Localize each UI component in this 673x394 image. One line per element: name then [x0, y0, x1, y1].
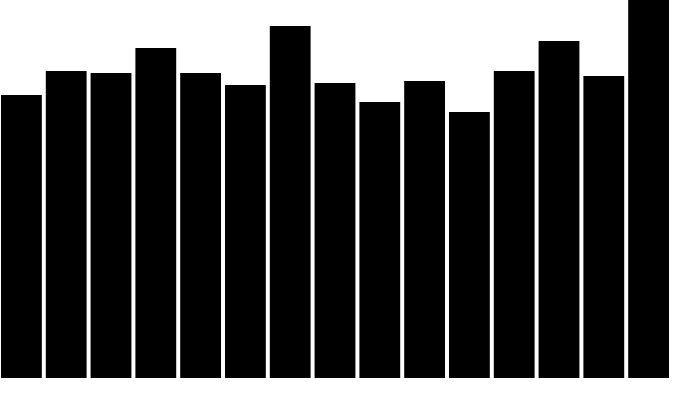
bar-13	[538, 41, 580, 378]
bar-series	[1, 0, 669, 378]
bar-3	[90, 73, 132, 378]
bar-1	[1, 95, 42, 378]
bar-11	[449, 112, 490, 378]
bar-2	[45, 71, 87, 378]
bar-10	[404, 81, 445, 378]
bar-14	[583, 76, 625, 378]
bar-8	[314, 83, 356, 378]
bar-15	[628, 0, 669, 378]
bar-9	[359, 102, 401, 378]
bar-4	[135, 48, 177, 378]
bar-7	[269, 26, 311, 378]
bar-6	[225, 85, 266, 378]
bar-5	[180, 73, 221, 378]
bar-12	[493, 71, 535, 378]
